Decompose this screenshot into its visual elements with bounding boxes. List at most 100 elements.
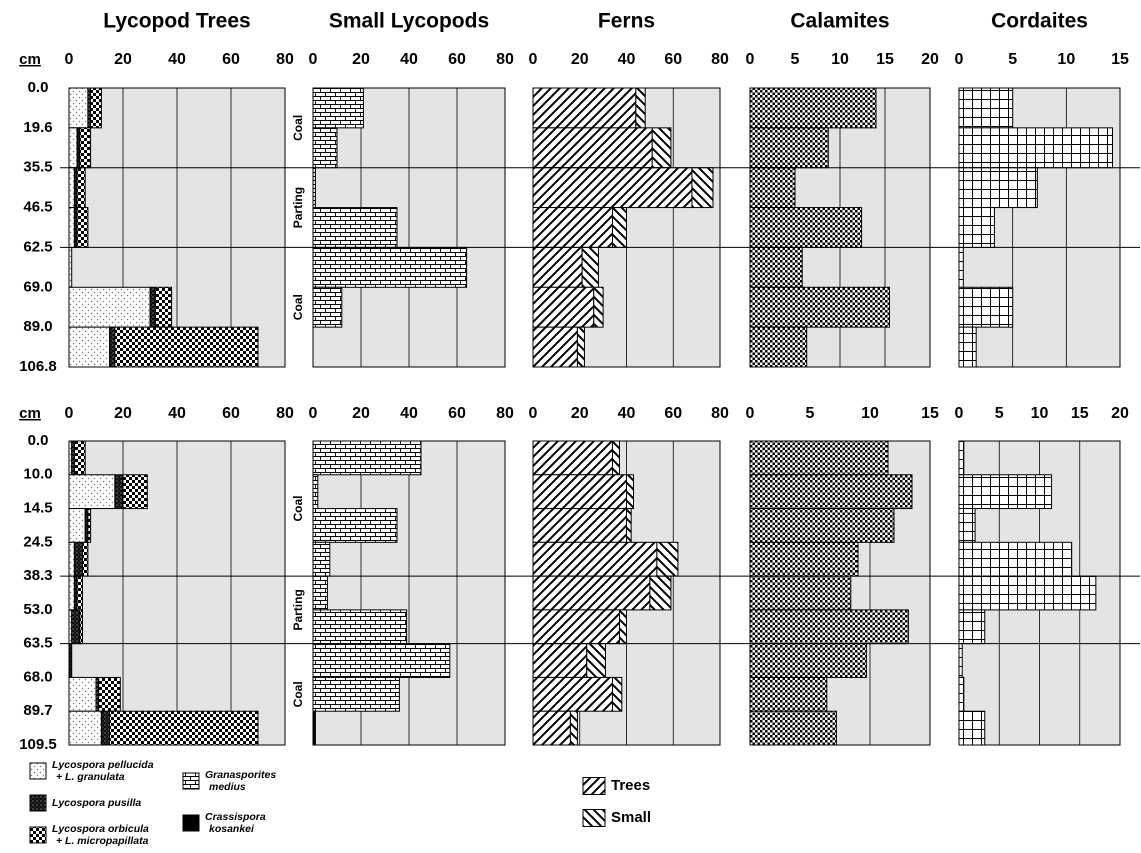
plot-frame (749, 440, 931, 746)
bar-segment (312, 575, 328, 611)
x-tick-label: 20 (571, 405, 589, 422)
bar-segment (76, 167, 86, 209)
bar-segment (68, 87, 89, 129)
depth-label: 63.5 (23, 635, 52, 652)
bar-segment (749, 541, 859, 577)
bar-segment (68, 474, 116, 510)
bar-segment (958, 167, 1038, 209)
bar-segment (68, 167, 75, 209)
bar-segment (749, 286, 890, 328)
bar-segment (532, 541, 658, 577)
x-tick-label: 60 (664, 51, 682, 68)
bar-segment (98, 676, 121, 712)
bar-segment (154, 286, 173, 328)
panel-title: Lycopod Trees (103, 10, 250, 33)
bar-segment (749, 508, 895, 543)
bar-segment (958, 609, 986, 645)
bar-segment (958, 440, 965, 476)
bar-segment (958, 207, 995, 248)
x-tick-label: 5 (791, 51, 800, 68)
bar-segment (532, 286, 595, 328)
depth-label: 89.0 (23, 318, 52, 335)
bar-segment (749, 575, 852, 611)
bar-segment (149, 286, 156, 328)
depth-label: 19.6 (23, 119, 52, 136)
x-tick-label: 20 (352, 51, 370, 68)
bar-segment (73, 440, 86, 476)
bar-segment (312, 440, 422, 476)
legend-label: Small (611, 809, 651, 826)
x-tick-label: 60 (664, 405, 682, 422)
bar-segment (312, 643, 451, 678)
bar-segment (122, 474, 148, 510)
x-tick-label: 0 (955, 51, 964, 68)
bar-segment (312, 474, 319, 510)
legend-swatch (582, 777, 606, 795)
plot-frame (749, 87, 931, 368)
x-tick-label: 20 (114, 405, 132, 422)
depth-label: 62.5 (23, 238, 52, 255)
bar-segment (73, 541, 84, 577)
depth-label: 46.5 (23, 199, 52, 216)
depth-label: 38.3 (23, 567, 52, 584)
bar-segment (958, 508, 976, 543)
x-tick-label: 40 (168, 405, 186, 422)
bar-segment (87, 508, 92, 543)
bar-segment (749, 676, 828, 712)
x-tick-label: 60 (222, 405, 240, 422)
legend-label: + L. micropapillata (56, 835, 149, 847)
bar-segment (532, 326, 578, 368)
x-tick-label: 15 (1071, 405, 1089, 422)
bar-segment (749, 87, 877, 129)
x-tick-label: 5 (1008, 51, 1017, 68)
bar-segment (691, 167, 714, 209)
bar-segment (312, 127, 338, 169)
depth-label: 69.0 (23, 278, 52, 295)
bar-segment (958, 127, 1113, 169)
y-axis-label: cm (19, 405, 41, 422)
legend-label: Granasporites (205, 769, 276, 781)
bar-segment (611, 440, 620, 476)
panel-title: Cordaites (991, 10, 1088, 33)
x-tick-label: 80 (711, 405, 729, 422)
bar-segment (82, 541, 89, 577)
plot-frame (958, 87, 1121, 368)
bar-segment (618, 609, 627, 645)
bar-segment (68, 508, 86, 543)
bar-segment (749, 643, 867, 678)
bar-segment (68, 127, 78, 169)
bar-segment (635, 87, 646, 129)
legend-swatch (182, 814, 200, 832)
bar-segment (958, 87, 1014, 129)
x-tick-label: 0 (529, 405, 538, 422)
bar-segment (79, 127, 92, 169)
bar-segment (312, 541, 331, 577)
bar-segment (532, 474, 627, 510)
bar-segment (749, 207, 863, 248)
depth-label: 0.0 (28, 79, 49, 96)
x-tick-label: 80 (496, 405, 514, 422)
plot-frame (958, 440, 1121, 746)
bar-segment (749, 246, 803, 288)
x-tick-label: 5 (995, 405, 1004, 422)
bar-segment (312, 676, 400, 712)
depth-label: 14.5 (23, 500, 52, 517)
legend-swatch (29, 826, 47, 844)
legend-label: Crassispora (205, 811, 266, 823)
bar-segment (958, 326, 977, 368)
depth-label: 35.5 (23, 159, 52, 176)
bar-segment (958, 246, 964, 288)
depth-label: 106.8 (19, 358, 57, 375)
x-tick-label: 20 (921, 51, 939, 68)
panel-title: Ferns (598, 10, 655, 33)
x-tick-label: 40 (400, 51, 418, 68)
bar-segment (312, 286, 343, 328)
x-tick-label: 80 (496, 51, 514, 68)
panel-title: Calamites (790, 10, 889, 33)
x-tick-label: 40 (618, 51, 636, 68)
bar-segment (532, 609, 620, 645)
bar-segment (68, 207, 75, 248)
bar-segment (958, 474, 1053, 510)
unit-label: Coal (291, 294, 305, 320)
depth-label: 0.0 (28, 432, 49, 449)
